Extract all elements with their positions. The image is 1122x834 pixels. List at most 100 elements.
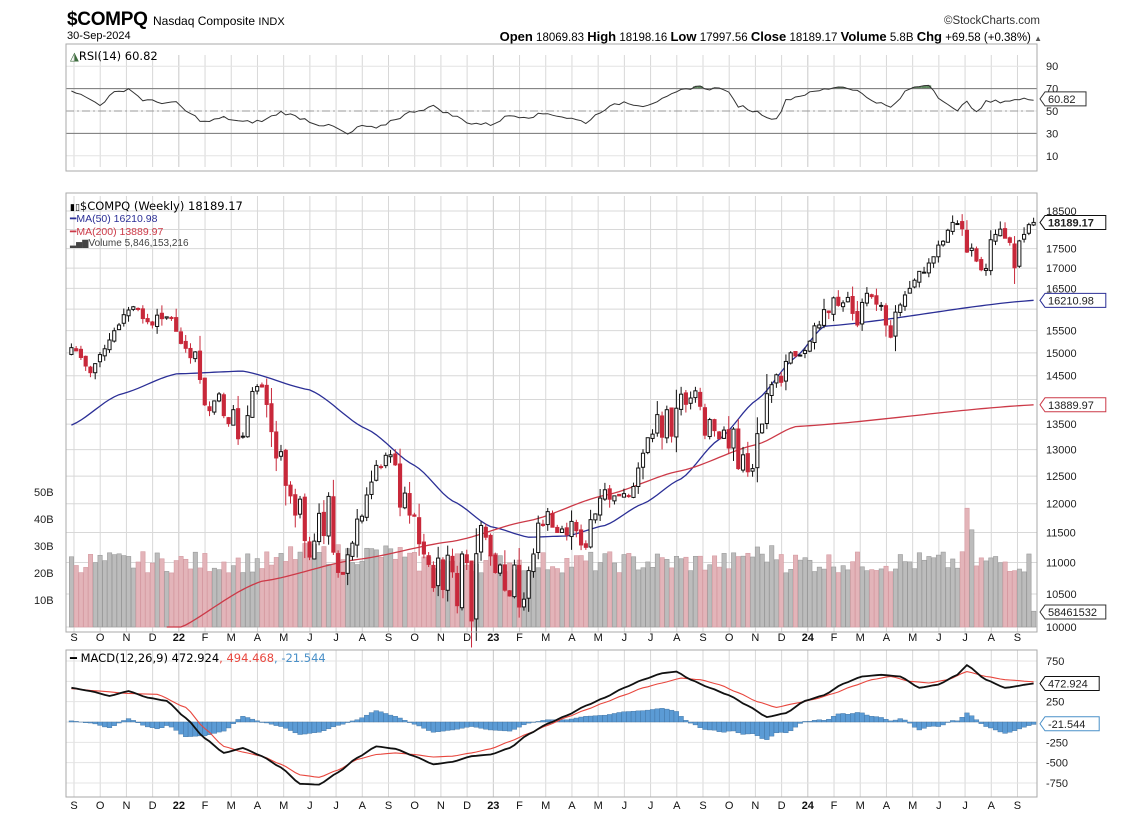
date-axis-label: O bbox=[410, 800, 419, 812]
volume-value-tag-shape bbox=[1039, 604, 1107, 620]
candle-body bbox=[626, 495, 631, 498]
candlestick bbox=[821, 298, 827, 329]
macd-histogram-bar bbox=[216, 721, 222, 733]
macd-histogram-bar bbox=[635, 710, 641, 723]
candle-body bbox=[364, 494, 369, 518]
date-axis-label: D bbox=[463, 800, 471, 812]
candle-body bbox=[836, 296, 841, 306]
volume-axis-tick: 10B bbox=[34, 595, 54, 607]
candlestick bbox=[960, 214, 965, 236]
macd-histogram-bar bbox=[249, 718, 255, 723]
change-value: +69.58 (+0.38%) bbox=[945, 32, 1031, 44]
macd-histogram-bar bbox=[730, 721, 737, 732]
candlestick bbox=[383, 452, 388, 469]
candlestick bbox=[945, 228, 950, 243]
candlestick bbox=[397, 448, 403, 517]
volume-bar bbox=[640, 567, 646, 628]
candlestick bbox=[521, 592, 527, 611]
candlestick bbox=[212, 400, 217, 415]
candle-body bbox=[336, 553, 341, 573]
volume-bar bbox=[988, 557, 994, 628]
macd-histogram-bar bbox=[588, 715, 594, 723]
macd-histogram-bar bbox=[568, 718, 575, 723]
candlestick bbox=[888, 320, 893, 339]
candlestick bbox=[750, 463, 755, 477]
candlestick bbox=[498, 563, 503, 577]
candle-body bbox=[669, 407, 674, 437]
volume-bar bbox=[831, 566, 837, 628]
macd-histogram-bar bbox=[931, 721, 937, 727]
volume-bar bbox=[797, 559, 803, 628]
candlestick bbox=[369, 470, 374, 500]
macd-histogram-bar bbox=[316, 721, 322, 733]
date-axis-label: A bbox=[359, 632, 367, 644]
candle-body bbox=[774, 374, 779, 384]
macd-histogram-bar bbox=[159, 721, 165, 728]
rsi-overbought-fill bbox=[835, 87, 841, 89]
candlestick bbox=[998, 221, 1003, 237]
candle-body bbox=[907, 287, 912, 294]
candlestick bbox=[74, 346, 79, 352]
candlestick bbox=[993, 229, 998, 246]
macd-histogram-bar bbox=[940, 721, 946, 726]
candle-body bbox=[826, 310, 831, 314]
macd-axis-tick: -750 bbox=[1046, 778, 1068, 790]
volume-bar bbox=[140, 551, 146, 628]
volume-bar bbox=[359, 560, 365, 628]
candle-body bbox=[312, 540, 317, 560]
macd-histogram-bar bbox=[816, 719, 822, 723]
macd-histogram-bar bbox=[440, 721, 446, 732]
high-label: High bbox=[587, 29, 617, 44]
candlestick bbox=[431, 561, 436, 592]
candlestick bbox=[941, 240, 946, 247]
candlestick bbox=[207, 401, 212, 417]
macd-histogram-bar bbox=[778, 721, 784, 733]
volume-bar bbox=[707, 564, 713, 628]
candle-body bbox=[902, 294, 908, 307]
macd-histogram-bar bbox=[783, 721, 789, 734]
macd-histogram-bar bbox=[497, 721, 503, 731]
volume-bar bbox=[1021, 571, 1027, 628]
candle-body bbox=[498, 564, 503, 574]
candle-body bbox=[150, 321, 155, 326]
volume-bar bbox=[154, 552, 160, 628]
candlestick bbox=[707, 417, 712, 440]
volume-bar bbox=[540, 552, 546, 628]
candle-body bbox=[216, 393, 222, 402]
candlestick bbox=[307, 536, 312, 561]
macd-histogram-bar bbox=[230, 721, 236, 724]
candle-body bbox=[536, 522, 541, 554]
candle-body bbox=[193, 351, 198, 360]
candlestick bbox=[574, 519, 579, 538]
candlestick bbox=[250, 387, 255, 418]
candlestick bbox=[798, 354, 803, 357]
candle-body bbox=[97, 354, 103, 363]
date-axis-label: N bbox=[751, 632, 759, 644]
volume-bar bbox=[888, 571, 894, 628]
volume-bar bbox=[183, 558, 189, 628]
low-value: 17997.56 bbox=[699, 32, 748, 44]
volume-bar bbox=[288, 546, 294, 628]
date-axis-label: O bbox=[410, 632, 419, 644]
candle-body bbox=[174, 317, 179, 332]
volume-bar bbox=[859, 566, 865, 628]
candlestick bbox=[274, 420, 279, 472]
date-axis-label: M bbox=[279, 632, 288, 644]
macd-histogram-bar bbox=[926, 721, 932, 727]
date-axis-label: F bbox=[831, 800, 838, 812]
volume-bar bbox=[597, 562, 603, 628]
candlestick bbox=[126, 306, 131, 322]
candlestick bbox=[717, 431, 722, 440]
price-axis-tick: 17500 bbox=[1046, 244, 1077, 256]
volume-bar bbox=[369, 548, 375, 628]
price-axis-tick: 12500 bbox=[1046, 471, 1077, 483]
date-axis-label: A bbox=[673, 800, 681, 812]
volume-bar bbox=[464, 564, 470, 628]
candlestick bbox=[983, 263, 989, 276]
macd-histogram-bar bbox=[811, 720, 818, 723]
ma200-value-tag-shape bbox=[1039, 397, 1107, 413]
volume-bar bbox=[807, 559, 813, 628]
macd-histogram-bar bbox=[464, 721, 470, 728]
volume-bar bbox=[921, 559, 927, 628]
macd-histogram-bar bbox=[459, 721, 465, 729]
